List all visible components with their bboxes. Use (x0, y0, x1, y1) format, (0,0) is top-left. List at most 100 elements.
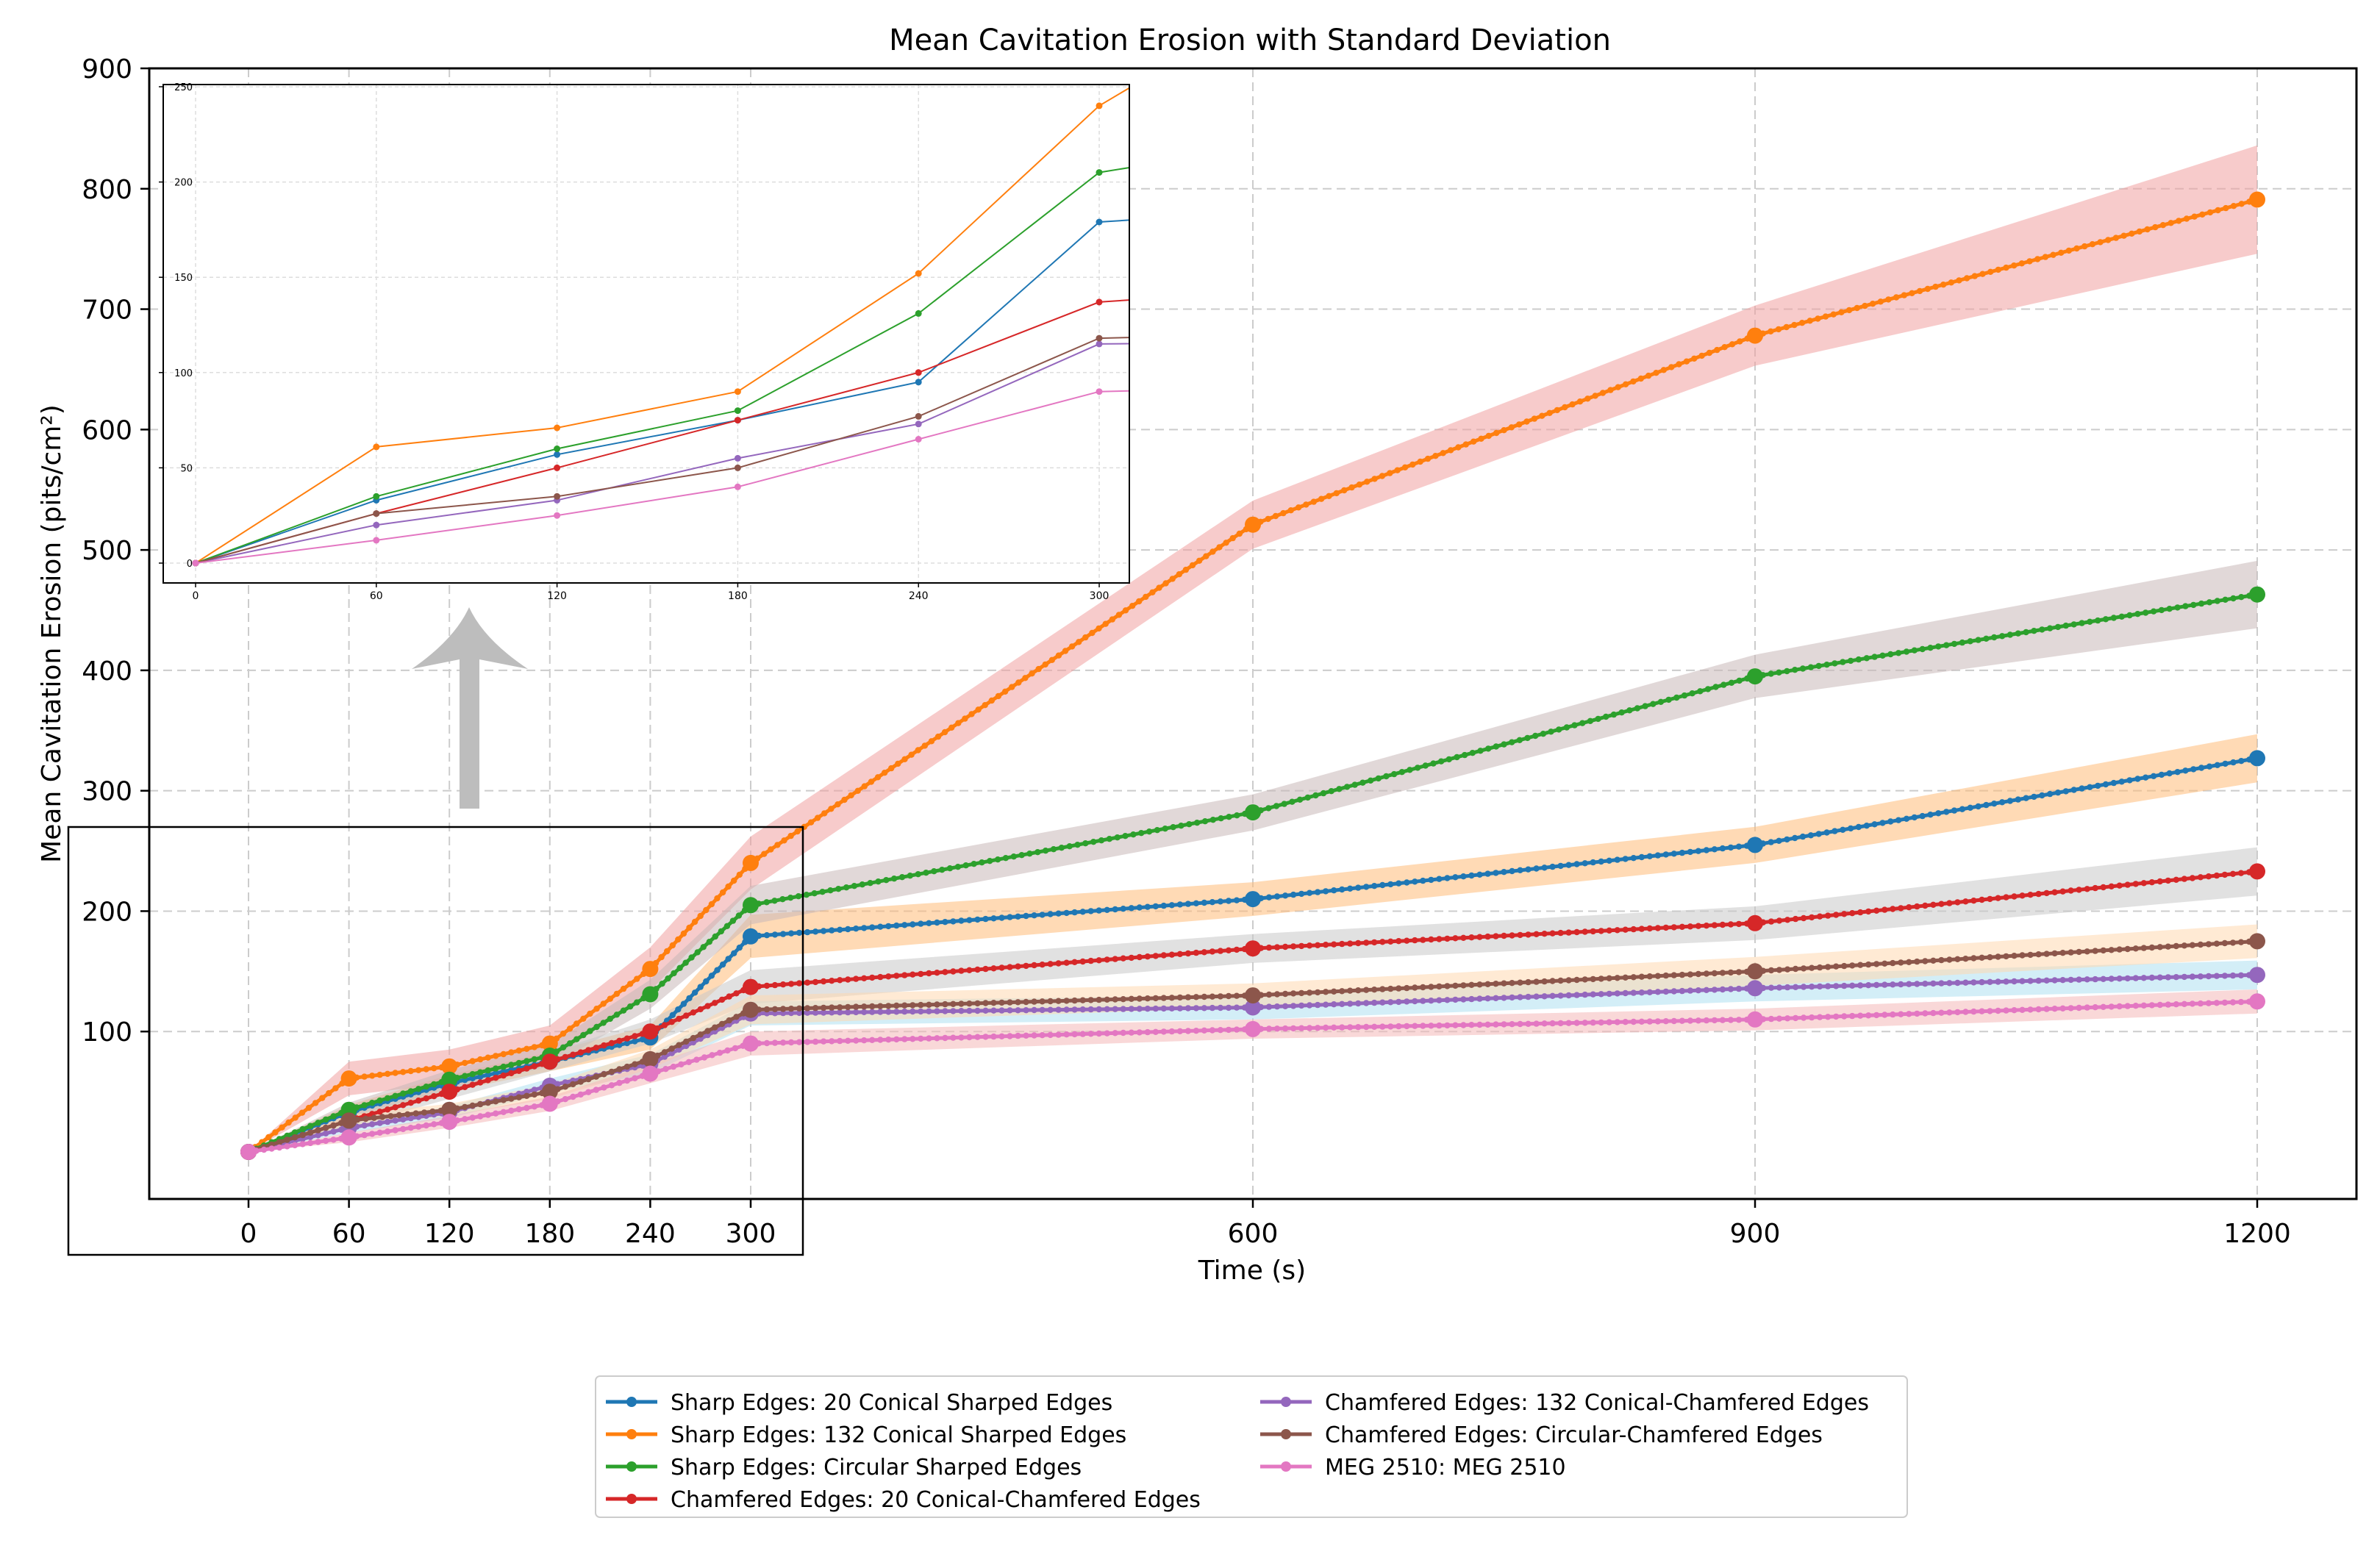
interp-marker (1919, 812, 1926, 820)
interp-marker (2222, 596, 2229, 603)
interp-marker (1509, 1021, 1515, 1028)
inset-data-point (915, 369, 922, 376)
interp-marker (1414, 765, 1421, 771)
interp-marker (1654, 989, 1661, 995)
interp-marker (1404, 984, 1410, 992)
interp-marker (1517, 994, 1523, 1000)
interp-marker (820, 1038, 827, 1045)
interp-marker (1824, 964, 1832, 970)
inset-data-point (373, 510, 380, 518)
interp-marker (910, 1002, 916, 1009)
interp-marker (1355, 1024, 1362, 1031)
interp-marker (1768, 918, 1775, 925)
interp-marker (1225, 1004, 1232, 1012)
interp-marker (587, 1010, 593, 1017)
interp-marker (2092, 884, 2098, 892)
interp-marker (771, 1006, 779, 1013)
interp-marker (566, 1025, 573, 1032)
interp-marker (1156, 584, 1162, 591)
interp-marker (392, 1127, 399, 1134)
interp-marker (2165, 877, 2171, 884)
interp-marker (1290, 1003, 1297, 1009)
interp-marker (2108, 975, 2115, 982)
interp-marker (1225, 992, 1232, 1000)
interp-marker (934, 1001, 940, 1008)
interp-marker (2221, 973, 2229, 979)
interp-marker (1695, 970, 1702, 978)
interp-marker (686, 995, 693, 1002)
legend-entry: Sharp Edges: Circular Sharped Edges (606, 1455, 1082, 1481)
y-tick-label: 500 (82, 536, 132, 566)
interp-marker (400, 1069, 407, 1075)
interp-marker (1833, 963, 1840, 970)
inset-series-line (192, 388, 1130, 567)
interp-marker (1331, 988, 1337, 995)
interp-marker (493, 1110, 499, 1117)
interp-marker (928, 738, 935, 745)
interp-marker (1454, 753, 1460, 761)
interp-marker (1026, 851, 1033, 857)
interp-marker (573, 1020, 580, 1027)
interp-marker (807, 819, 815, 826)
interp-marker (820, 978, 827, 985)
interp-marker (837, 977, 843, 984)
interp-marker (2197, 941, 2204, 948)
interp-marker (1273, 991, 1281, 998)
interp-marker (2174, 604, 2181, 611)
interp-marker (431, 1093, 437, 1100)
interp-marker (1055, 1031, 1062, 1038)
interp-marker (1396, 985, 1402, 992)
interp-marker (982, 1000, 989, 1006)
interp-marker (485, 1111, 491, 1118)
interp-marker (1911, 814, 1918, 821)
interp-marker (2068, 887, 2074, 894)
interp-marker (368, 1121, 376, 1128)
interp-marker (804, 1005, 811, 1012)
interp-marker (508, 1062, 515, 1068)
interp-marker (2108, 947, 2115, 953)
interp-marker (2076, 1004, 2082, 1012)
legend-swatch-marker (1281, 1461, 1291, 1472)
interp-marker (1582, 1020, 1588, 1026)
interp-marker (942, 1000, 948, 1008)
interp-marker (415, 1067, 422, 1074)
interp-marker (1068, 643, 1076, 650)
interp-marker (2019, 1006, 2026, 1014)
data-point (1747, 1011, 1763, 1028)
interp-marker (1887, 651, 1894, 658)
interp-marker (2070, 621, 2077, 628)
inset-frame (162, 84, 1130, 584)
interp-marker (2156, 1001, 2163, 1009)
interp-marker (971, 861, 977, 867)
interp-marker (1606, 975, 1612, 982)
interp-marker (392, 1092, 399, 1100)
interp-marker (2206, 599, 2213, 606)
interp-marker (632, 1061, 638, 1067)
data-point (2249, 933, 2265, 950)
interp-marker (1541, 993, 1548, 1000)
interp-marker (2046, 625, 2054, 631)
interp-marker (1807, 664, 1815, 670)
interp-marker (1975, 637, 1981, 643)
interp-marker (1112, 1006, 1118, 1012)
interp-marker (384, 1118, 391, 1125)
interp-marker (1922, 902, 1929, 909)
interp-marker (1584, 395, 1591, 402)
interp-marker (837, 1037, 843, 1045)
interp-marker (950, 968, 957, 975)
interp-marker (726, 993, 732, 1000)
interp-marker (795, 893, 802, 900)
interp-marker (1314, 889, 1321, 895)
interp-marker (1951, 640, 1958, 648)
interp-marker (1387, 1023, 1394, 1030)
interp-marker (515, 1094, 522, 1100)
interp-marker (523, 1045, 530, 1053)
interp-marker (1531, 415, 1538, 422)
interp-marker (888, 765, 895, 772)
data-point (1245, 940, 1261, 957)
interp-marker (1706, 349, 1713, 357)
interp-marker (966, 1007, 973, 1014)
interp-marker (2068, 949, 2074, 956)
interp-marker (942, 969, 948, 975)
interp-marker (1029, 670, 1035, 677)
